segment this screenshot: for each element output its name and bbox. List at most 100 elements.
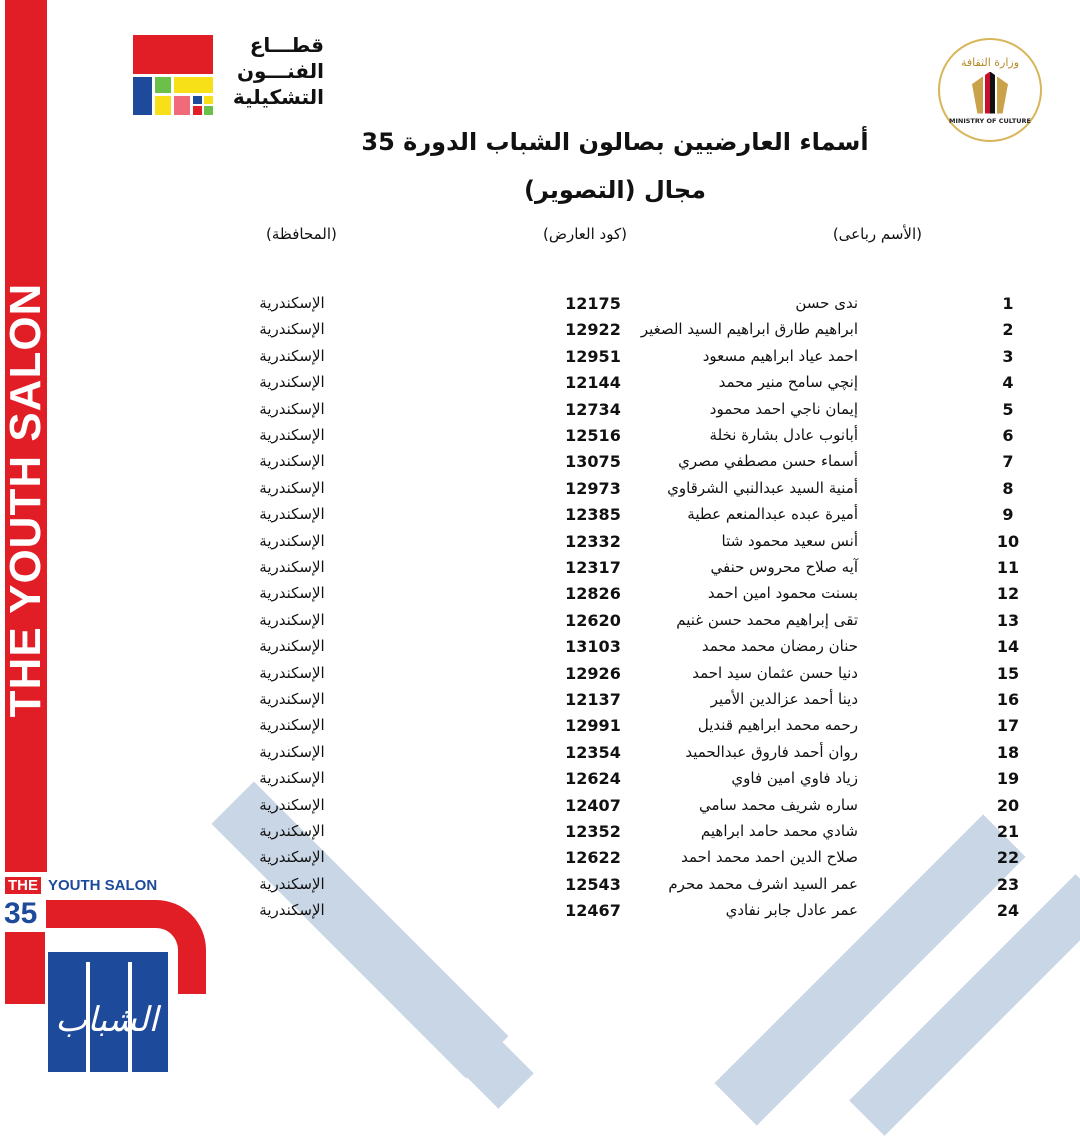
row-number: 11: [996, 558, 1020, 577]
exhibitor-code: 12926: [565, 663, 621, 683]
exhibitor-name: احمد عياد ابراهيم مسعود: [702, 346, 858, 365]
row-number: 17: [996, 716, 1020, 736]
row-number: 22: [996, 848, 1020, 868]
governorate: الإسكندرية: [259, 346, 325, 365]
table-row: 20 ساره شريف محمد سامي 12407 الإسكندرية: [0, 796, 1080, 822]
table-row: 18 روان أحمد فاروق عبدالحميد 12354 الإسكندر…: [0, 743, 1080, 769]
exhibitor-name: ابراهيم طارق ابراهيم السيد الصغير: [640, 320, 858, 339]
table-row: 13 تقى إبراهيم محمد حسن غنيم 12620 الإسكندر…: [0, 611, 1080, 637]
governorate: الإسكندرية: [259, 426, 325, 444]
row-number: 5: [1002, 399, 1014, 419]
exhibitor-name: حنان رمضان محمد محمد: [701, 637, 858, 656]
exhibitor-name: أميرة عبده عبدالمنعم عطية: [687, 505, 858, 524]
exhibitor-code: 12352: [565, 822, 621, 841]
table-row: 12 بسنت محمود امين احمد 12826 الإسكندرية: [0, 584, 1080, 610]
governorate: الإسكندرية: [259, 452, 325, 471]
exhibitor-name: زياد فاوي امين فاوي: [731, 769, 858, 788]
row-number: 14: [996, 637, 1020, 657]
table-row: 14 حنان رمضان محمد محمد 13103 الإسكندرية: [0, 637, 1080, 663]
table-row: 10 أنس سعيد محمود شتا 12332 الإسكندرية: [0, 532, 1080, 558]
exhibitor-code: 12317: [565, 558, 621, 577]
governorate: الإسكندرية: [259, 769, 325, 788]
exhibitor-name: إنچي سامح منير محمد: [718, 373, 858, 392]
table-row: 24 عمر عادل جابر نفادي 12467 الإسكندرية: [0, 901, 1080, 927]
governorate: الإسكندرية: [259, 716, 325, 735]
governorate: الإسكندرية: [259, 663, 325, 682]
table-row: 4 إنچي سامح منير محمد 12144 الإسكندرية: [0, 373, 1080, 399]
exhibitor-code: 12467: [565, 901, 621, 921]
governorate: الإسكندرية: [259, 637, 325, 656]
exhibitor-code: 12385: [565, 505, 621, 525]
exhibitor-name: أمنية السيد عبدالنبي الشرقاوي: [667, 478, 858, 497]
exhibitor-code: 12516: [565, 426, 621, 445]
governorate: الإسكندرية: [259, 822, 325, 840]
ministry-of-culture-logo: وزارة الثقافة MINISTRY OF CULTURE: [938, 38, 1042, 142]
youth-salon-calligraphy: الشباب: [55, 1000, 158, 1040]
column-header-code: (كود العارض): [543, 225, 627, 243]
row-number: 24: [996, 901, 1020, 921]
exhibitor-name: ساره شريف محمد سامي: [698, 795, 858, 814]
row-number: 12: [996, 584, 1020, 604]
row-number: 8: [1002, 478, 1014, 498]
table-row: 23 عمر السيد اشرف محمد محرم 12543 الإسكندري…: [0, 875, 1080, 901]
exhibitor-code: 12973: [565, 478, 621, 498]
row-number: 2: [1002, 320, 1014, 340]
governorate: الإسكندرية: [259, 901, 325, 920]
governorate: الإسكندرية: [259, 795, 325, 814]
governorate: الإسكندرية: [259, 373, 325, 392]
table-row: 1 ندى حسن 12175 الإسكندرية: [0, 294, 1080, 320]
ministry-arabic-text: وزارة الثقافة: [960, 55, 1020, 69]
table-row: 21 شادي محمد حامد ابراهيم 12352 الإسكندرية: [0, 822, 1080, 848]
page-subtitle: مجال (التصوير): [524, 176, 706, 204]
table-row: 9 أميرة عبده عبدالمنعم عطية 12385 الإسكندري…: [0, 505, 1080, 531]
row-number: 18: [996, 742, 1020, 762]
exhibitor-code: 12144: [565, 373, 621, 393]
exhibitor-code: 12622: [565, 848, 621, 868]
column-header-name: (الأسم رباعى): [832, 225, 922, 243]
exhibitor-code: 12332: [565, 531, 621, 551]
governorate: الإسكندرية: [259, 478, 325, 497]
youth-salon-emblem-grid: [48, 962, 168, 1072]
governorate: الإسكندرية: [259, 742, 325, 761]
governorate: الإسكندرية: [259, 610, 325, 629]
governorate: الإسكندرية: [259, 294, 325, 312]
governorate: الإسكندرية: [259, 399, 325, 418]
exhibitor-code: 12354: [565, 742, 621, 762]
exhibitor-name: صلاح الدين احمد محمد احمد: [681, 848, 858, 867]
table-row: 6 أبانوب عادل بشارة نخلة 12516 الإسكندرية: [0, 426, 1080, 452]
exhibitor-name: آيه صلاح محروس حنفي: [710, 558, 859, 576]
exhibitor-code: 12620: [565, 610, 621, 630]
fine-arts-sector-text: قطـــاع الفنـــون التشكيلية: [232, 33, 324, 109]
page-title: أسماء العارضيين بصالون الشباب الدورة 35: [361, 128, 869, 156]
youth-salon-number: 35: [4, 897, 38, 930]
row-number: 3: [1002, 346, 1014, 366]
exhibitor-name: دينا أحمد عزالدين الأمير: [710, 690, 858, 708]
exhibitor-name: بسنت محمود امين احمد: [707, 584, 858, 603]
exhibitor-name: رحمه محمد ابراهيم قنديل: [697, 716, 858, 735]
exhibitor-code: 12543: [565, 874, 621, 894]
exhibitor-name: أبانوب عادل بشارة نخلة: [709, 426, 858, 444]
row-number: 9: [1002, 505, 1014, 525]
table-row: 5 إيمان ناجي احمد محمود 12734 الإسكندرية: [0, 400, 1080, 426]
exhibitor-code: 12734: [565, 399, 621, 419]
row-number: 19: [996, 769, 1020, 789]
row-number: 13: [996, 610, 1020, 630]
table-row: 11 آيه صلاح محروس حنفي 12317 الإسكندرية: [0, 558, 1080, 584]
table-row: 19 زياد فاوي امين فاوي 12624 الإسكندرية: [0, 769, 1080, 795]
ministry-english-text: MINISTRY OF CULTURE: [949, 116, 1031, 125]
column-header-governorate: (المحافظة): [266, 225, 337, 243]
table-row: 3 احمد عياد ابراهيم مسعود 12951 الإسكندرية: [0, 347, 1080, 373]
row-number: 6: [1002, 426, 1014, 445]
governorate: الإسكندرية: [259, 531, 325, 550]
eagle-emblem-icon: [972, 71, 1008, 114]
row-number: 15: [996, 663, 1020, 683]
fine-arts-sector-logo: [133, 35, 213, 115]
exhibitor-code: 13075: [565, 452, 621, 472]
exhibitor-code: 12407: [565, 795, 621, 815]
row-number: 20: [996, 795, 1020, 815]
row-number: 1: [1002, 294, 1014, 313]
exhibitor-name: روان أحمد فاروق عبدالحميد: [685, 742, 858, 761]
exhibitor-code: 13103: [565, 637, 621, 657]
governorate: الإسكندرية: [259, 320, 325, 339]
table-row: 8 أمنية السيد عبدالنبي الشرقاوي 12973 الإسك…: [0, 479, 1080, 505]
